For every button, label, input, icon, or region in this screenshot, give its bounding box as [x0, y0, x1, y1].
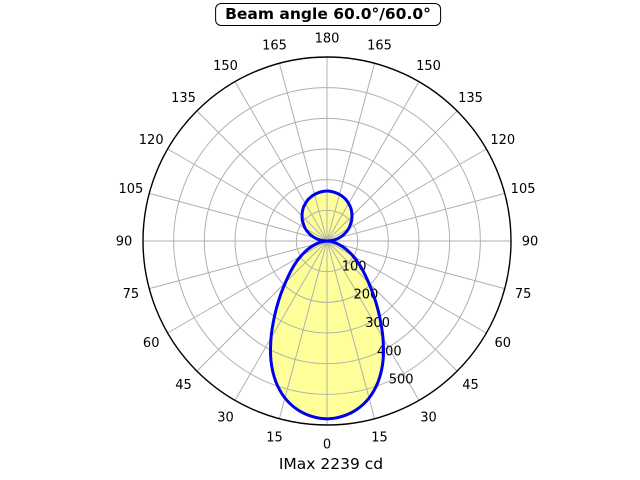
angle-tick-label: 15 [266, 431, 283, 446]
intensity-curve [268, 189, 386, 421]
angle-tick-label: 45 [175, 378, 192, 393]
angle-tick-label: 150 [213, 59, 238, 74]
angle-tick-label: 135 [171, 91, 196, 106]
angle-tick-label: 90 [116, 235, 133, 250]
outer-ring [142, 56, 512, 426]
angle-tick-label: 30 [420, 410, 437, 425]
grid-ring [265, 179, 389, 303]
angle-tick-label: 30 [217, 410, 234, 425]
beam-angle-title: Beam angle 60.0°/60.0° [215, 3, 441, 26]
radial-tick-label: 100 [342, 259, 367, 274]
angle-tick-label: 75 [123, 287, 140, 302]
angle-tick-label: 60 [143, 336, 160, 351]
curve-stroke-layer [268, 189, 386, 421]
angle-tick-label: 165 [262, 38, 287, 53]
angle-tick-label: 120 [139, 133, 164, 148]
grid-ring [203, 117, 451, 365]
angle-tick-label: 135 [458, 91, 483, 106]
radial-tick-label: 500 [389, 373, 414, 388]
angle-tick-label: 0 [323, 438, 331, 453]
radial-tick-label: 300 [365, 316, 390, 331]
angle-tick-label: 165 [367, 38, 392, 53]
angle-tick-label: 105 [118, 182, 143, 197]
grid-ring [173, 87, 481, 395]
angle-tick-label: 120 [490, 133, 515, 148]
angle-tick-label: 60 [495, 336, 512, 351]
angle-tick-label: 180 [315, 32, 340, 47]
angle-tick-label: 105 [511, 182, 536, 197]
angle-tick-label: 90 [522, 235, 539, 250]
angle-tick-labels: 0 15 15 30 30 45 45 60 60 75 75 90 90 105 105 120 120 135… [116, 32, 539, 453]
grid-ring [234, 148, 420, 334]
imax-label: IMax 2239 cd [278, 455, 384, 473]
angle-tick-label: 15 [371, 431, 388, 446]
grid-ring [295, 209, 359, 273]
radial-tick-label: 400 [377, 344, 402, 359]
angle-tick-label: 45 [462, 378, 479, 393]
angle-tick-label: 75 [515, 287, 532, 302]
angle-tick-label: 150 [416, 59, 441, 74]
